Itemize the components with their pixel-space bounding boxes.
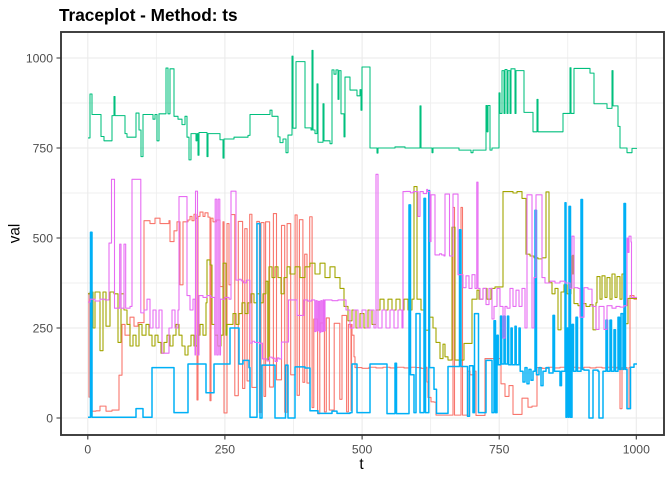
svg-text:1000: 1000 [623, 442, 650, 456]
svg-text:500: 500 [352, 442, 373, 456]
svg-text:500: 500 [33, 231, 54, 245]
svg-text:250: 250 [33, 321, 54, 335]
svg-text:250: 250 [215, 442, 236, 456]
svg-text:750: 750 [33, 141, 54, 155]
svg-text:Traceplot - Method: ts: Traceplot - Method: ts [59, 5, 238, 25]
svg-text:0: 0 [84, 442, 91, 456]
svg-text:val: val [7, 224, 24, 244]
svg-text:750: 750 [489, 442, 510, 456]
svg-text:0: 0 [46, 411, 53, 425]
svg-text:1000: 1000 [26, 51, 53, 65]
svg-text:t: t [359, 456, 364, 473]
